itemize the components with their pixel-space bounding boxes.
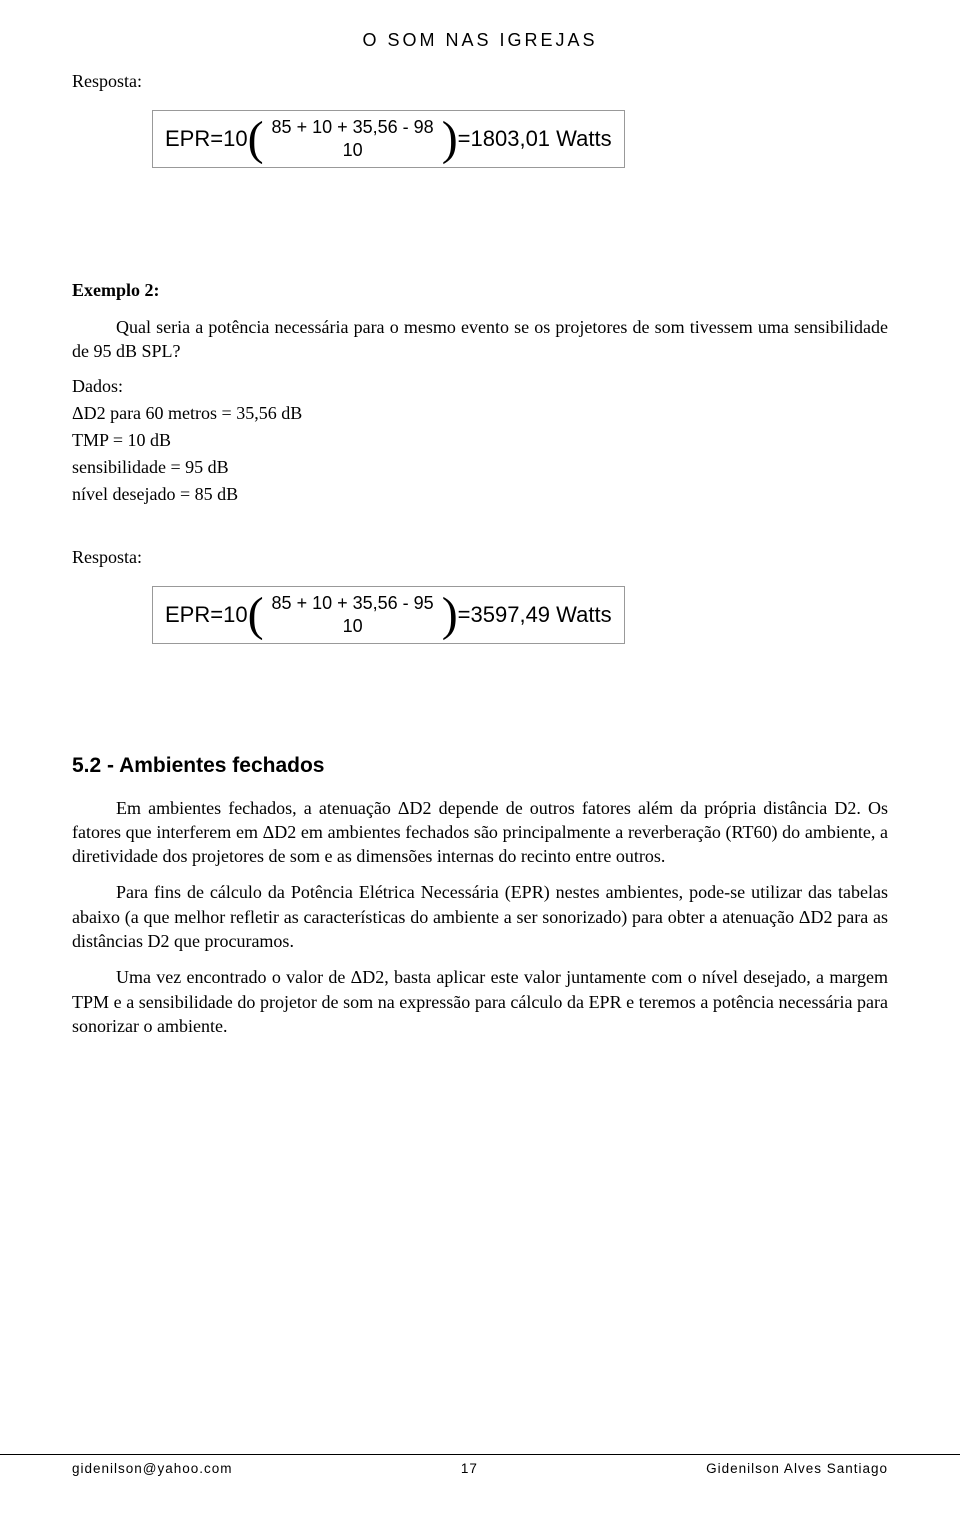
formula-2-denominator: 10 <box>339 616 367 637</box>
formula-1-fraction: 85 + 10 + 35,56 - 98 10 <box>268 117 438 161</box>
formula-2-numerator: 85 + 10 + 35,56 - 95 <box>268 593 438 614</box>
dados-line-0: ΔD2 para 60 metros = 35,56 dB <box>72 403 888 424</box>
section-heading: 5.2 - Ambientes fechados <box>72 754 888 778</box>
footer-divider <box>0 1454 960 1455</box>
dados-label: Dados: <box>72 376 888 397</box>
dados-line-3: nível desejado = 85 dB <box>72 484 888 505</box>
dados-line-2: sensibilidade = 95 dB <box>72 457 888 478</box>
resposta-1-label: Resposta: <box>72 71 888 92</box>
formula-2-box: EPR=10 ( 85 + 10 + 35,56 - 95 10 ) =3597… <box>152 586 625 644</box>
formula-2-fraction: 85 + 10 + 35,56 - 95 10 <box>268 593 438 637</box>
formula-1-box: EPR=10 ( 85 + 10 + 35,56 - 98 10 ) =1803… <box>152 110 625 168</box>
formula-2-lhs: EPR=10 <box>165 602 248 628</box>
formula-1-numerator: 85 + 10 + 35,56 - 98 <box>268 117 438 138</box>
footer-page-number: 17 <box>461 1461 478 1476</box>
paren-right: ) <box>442 595 458 635</box>
section-p2: Para fins de cálculo da Potência Elétric… <box>72 880 888 953</box>
resposta-2-label: Resposta: <box>72 547 888 568</box>
dados-line-1: TMP = 10 dB <box>72 430 888 451</box>
formula-1-result: =1803,01 Watts <box>458 126 612 152</box>
footer-email: gidenilson@yahoo.com <box>72 1461 233 1476</box>
footer-author: Gidenilson Alves Santiago <box>706 1461 888 1476</box>
exemplo-2-label: Exemplo 2: <box>72 280 888 301</box>
page-header-title: O SOM NAS IGREJAS <box>72 30 888 51</box>
section-p1: Em ambientes fechados, a atenuação ΔD2 d… <box>72 796 888 869</box>
page-footer: gidenilson@yahoo.com 17 Gidenilson Alves… <box>0 1454 960 1476</box>
formula-2-result: =3597,49 Watts <box>458 602 612 628</box>
formula-1-denominator: 10 <box>339 140 367 161</box>
paren-left: ( <box>248 119 264 159</box>
formula-1-lhs: EPR=10 <box>165 126 248 152</box>
exemplo-2-question: Qual seria a potência necessária para o … <box>72 315 888 364</box>
paren-left: ( <box>248 595 264 635</box>
paren-right: ) <box>442 119 458 159</box>
section-p3: Uma vez encontrado o valor de ΔD2, basta… <box>72 965 888 1038</box>
